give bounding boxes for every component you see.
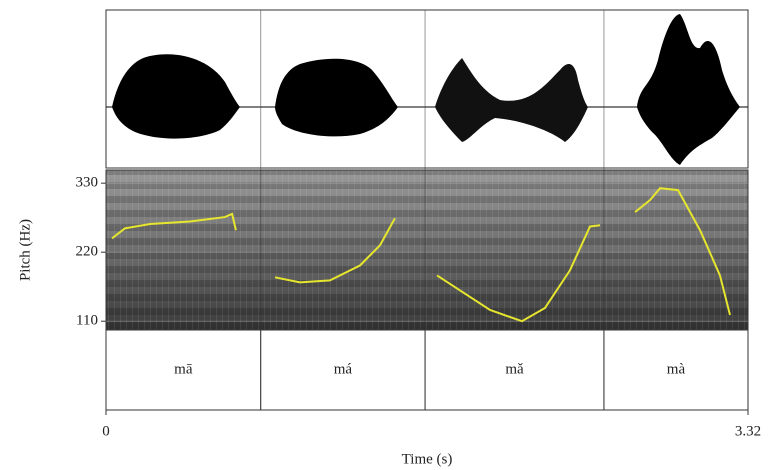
x-tick-label: 3.32 (735, 423, 761, 439)
tier-label: má (334, 361, 353, 377)
x-axis-label: Time (s) (402, 451, 453, 467)
y-axis-label: Pitch (Hz) (17, 219, 33, 281)
tier-label: mā (174, 361, 193, 377)
spectrogram-panel (105, 169, 749, 331)
tier-panel (105, 329, 749, 411)
pitch-contour (274, 217, 396, 284)
tier-label: mǎ (505, 361, 524, 377)
tier-label: mà (667, 361, 686, 377)
y-tick-label: 330 (76, 175, 99, 191)
x-tick-label: 0 (102, 423, 110, 439)
pitch-contour (111, 212, 237, 240)
y-tick-label: 110 (76, 313, 98, 329)
waveform-panel (105, 9, 749, 169)
pitch-contour (634, 187, 731, 316)
pitch-contour (436, 224, 601, 323)
y-tick-label: 220 (76, 244, 99, 260)
